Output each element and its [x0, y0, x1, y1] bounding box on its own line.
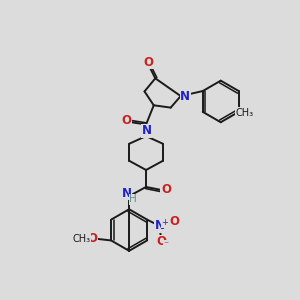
Text: O: O: [143, 56, 153, 69]
Text: O: O: [169, 215, 179, 229]
Text: N: N: [142, 124, 152, 137]
Text: N: N: [122, 187, 132, 200]
Text: N: N: [154, 219, 164, 232]
Text: CH₃: CH₃: [73, 234, 91, 244]
Text: O: O: [161, 183, 171, 196]
Text: CH₃: CH₃: [235, 108, 253, 118]
Text: O: O: [156, 236, 166, 248]
Text: O: O: [88, 232, 98, 245]
Text: +: +: [161, 218, 168, 227]
Text: N: N: [180, 90, 190, 103]
Text: O: O: [122, 114, 132, 127]
Text: ⁻: ⁻: [163, 240, 168, 250]
Text: H: H: [129, 194, 137, 204]
